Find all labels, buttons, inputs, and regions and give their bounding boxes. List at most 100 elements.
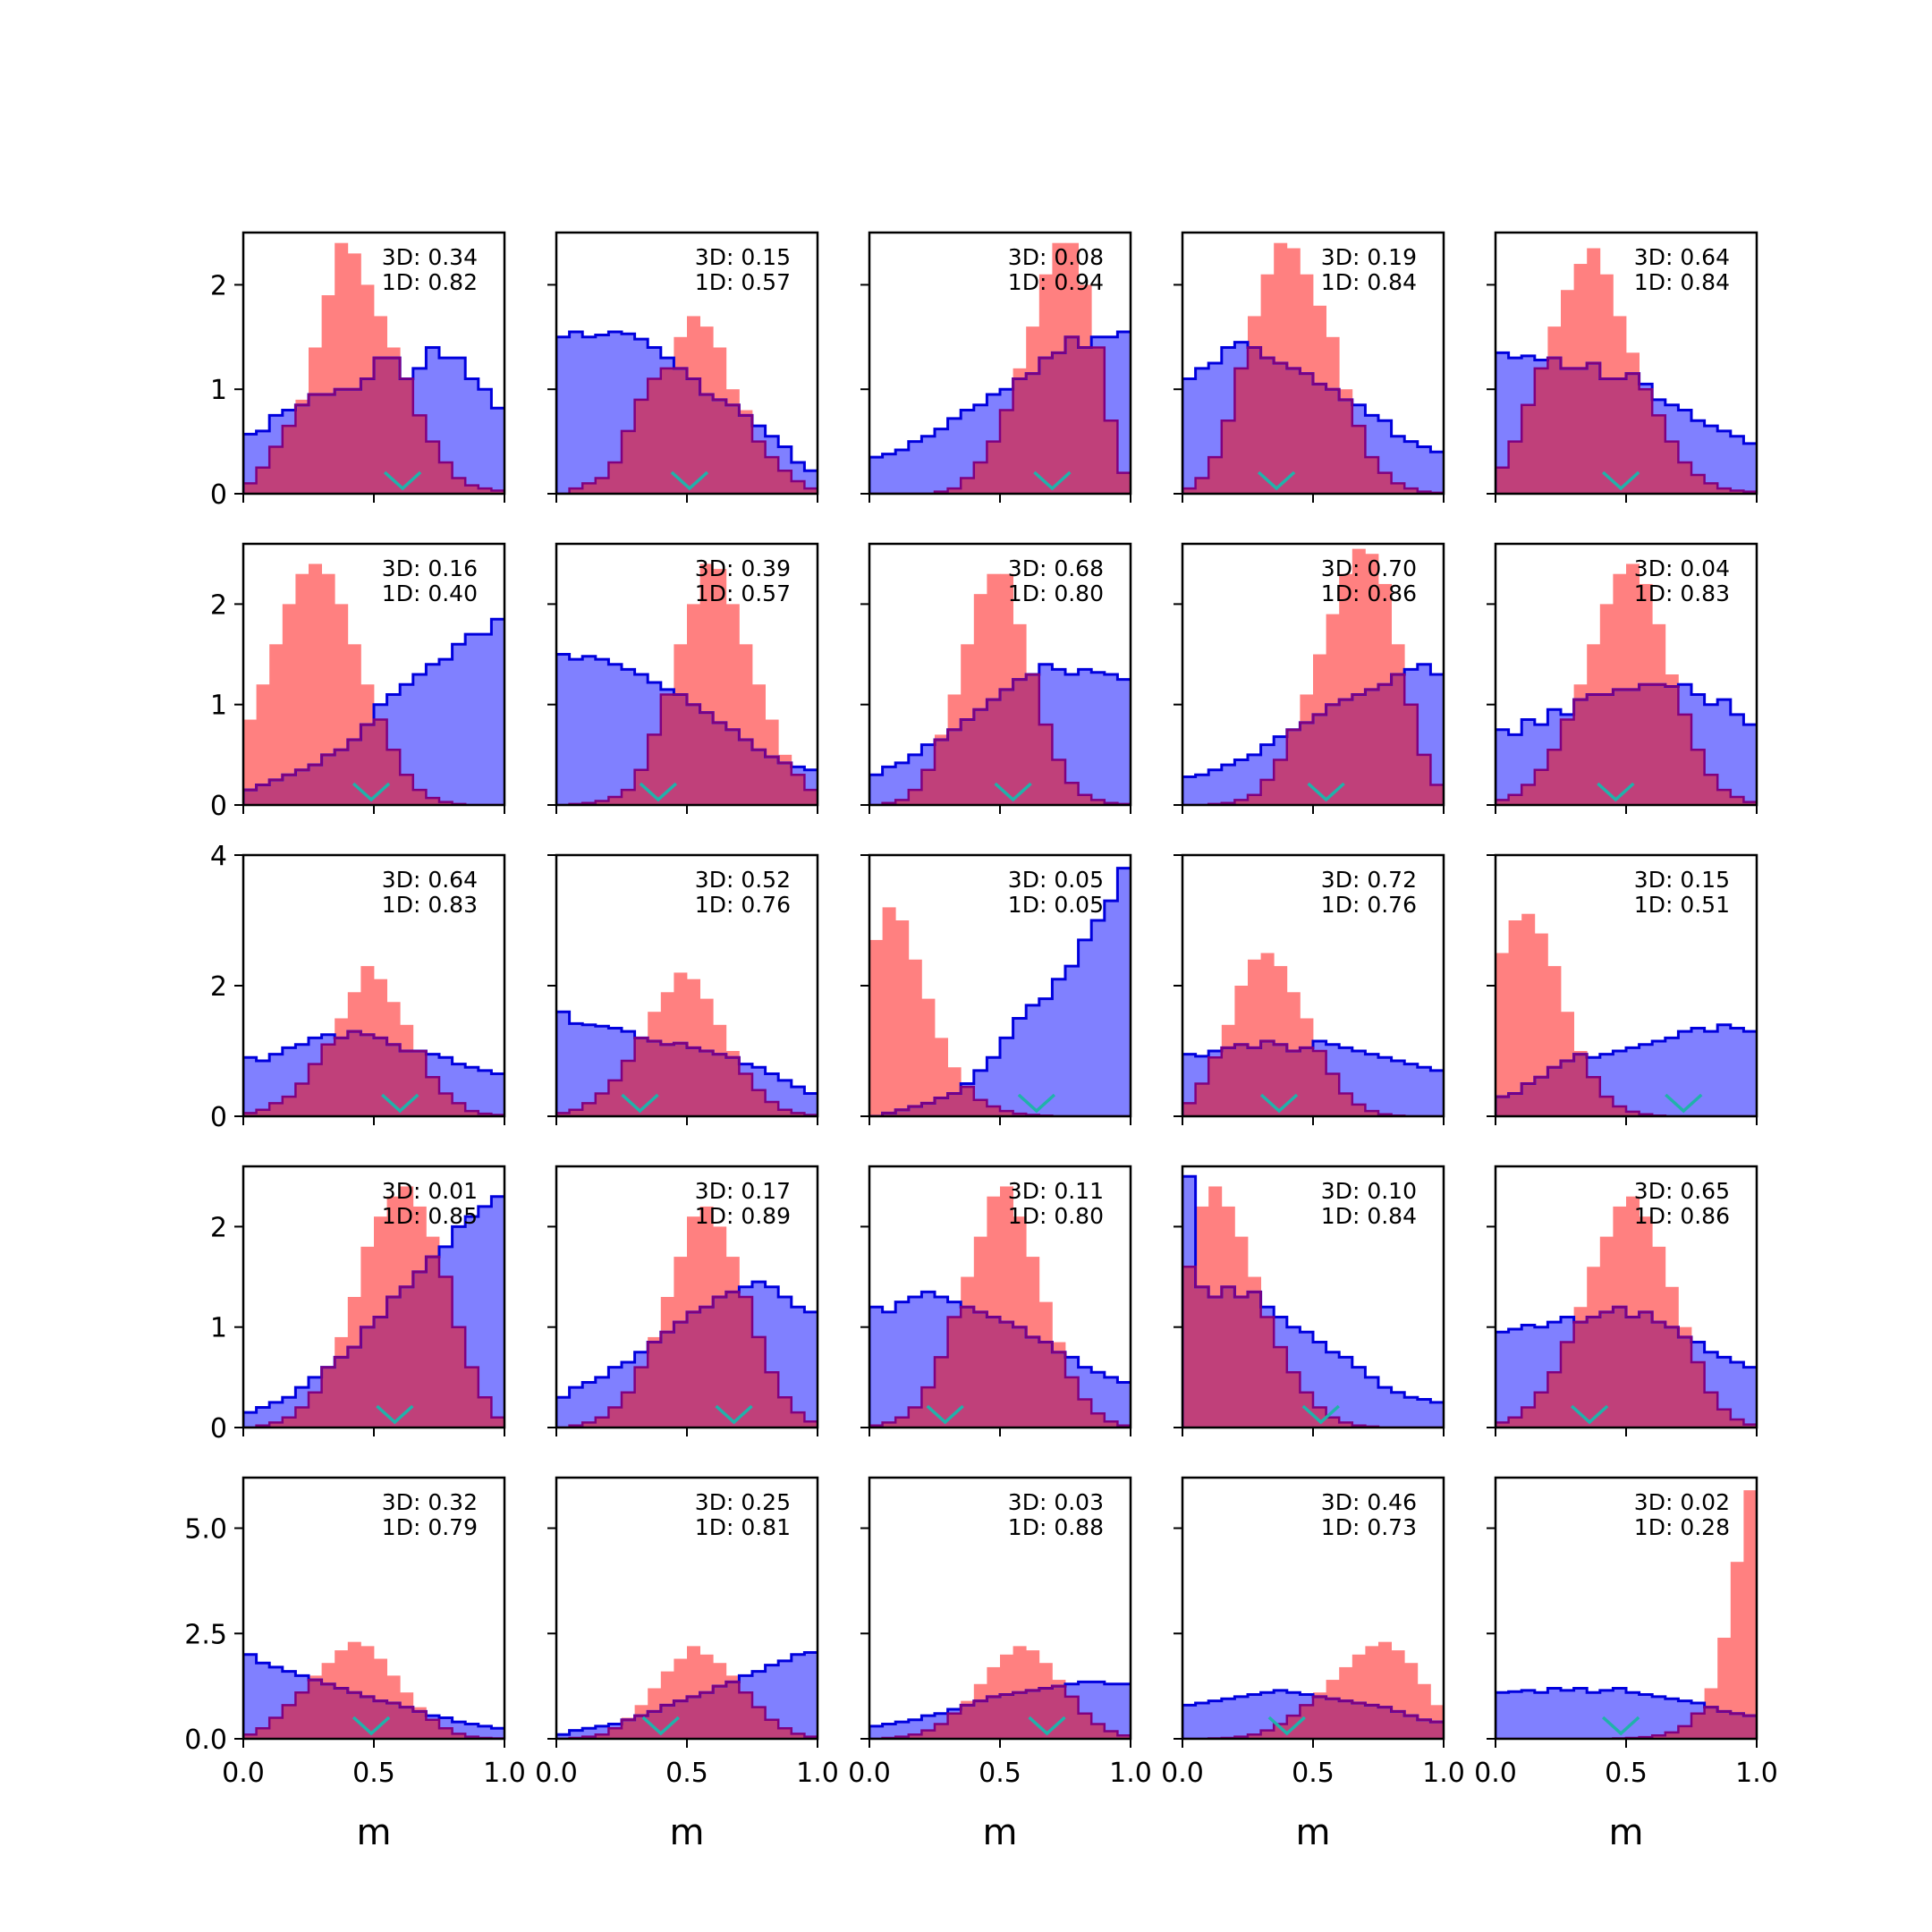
overlap-bar	[1026, 1336, 1040, 1428]
annotation-1d: 1D: 0.85	[382, 1203, 478, 1229]
blue-bar	[935, 428, 948, 492]
overlap-bar	[961, 719, 975, 805]
red-bar	[386, 1196, 401, 1297]
overlap-bar	[256, 467, 270, 494]
overlap-bar	[1038, 358, 1053, 494]
overlap-bar	[1352, 694, 1366, 805]
overlap-bar	[1378, 684, 1392, 805]
overlap-bar	[765, 457, 779, 494]
blue-bar	[1587, 1057, 1601, 1078]
blue-bar	[282, 1397, 296, 1418]
panel-plot-area	[1496, 1196, 1757, 1428]
mean-marker	[1601, 1716, 1640, 1736]
red-bar	[1665, 674, 1679, 687]
red-bar	[699, 1654, 714, 1693]
overlap-bar	[713, 1686, 727, 1739]
y-tick-label: 1	[210, 691, 227, 722]
overlap-bar	[1599, 1097, 1614, 1116]
overlap-bar	[608, 1728, 623, 1739]
overlap-bar	[935, 1097, 948, 1116]
overlap-bar	[478, 488, 492, 494]
overlap-bar	[1365, 1111, 1379, 1116]
red-bar	[360, 1646, 375, 1697]
blue-bar	[608, 1367, 623, 1408]
overlap-bar	[1508, 441, 1522, 494]
blue-bar	[243, 1654, 257, 1735]
blue-bar	[1274, 736, 1288, 760]
blue-bar	[804, 1652, 818, 1737]
blue-bar	[1352, 1051, 1366, 1105]
blue-bar	[1365, 1377, 1379, 1427]
overlap-bar	[725, 404, 740, 494]
overlap-bar	[452, 1733, 466, 1739]
blue-bar	[478, 1070, 492, 1114]
overlap-bar	[1339, 1422, 1353, 1428]
red-bar	[321, 1663, 335, 1684]
overlap-bar	[947, 1093, 962, 1116]
overlap-step-line	[1182, 346, 1444, 494]
overlap-bar	[1626, 689, 1640, 805]
blue-bar	[1665, 1699, 1679, 1733]
overlap-bar	[739, 415, 753, 494]
y-tick-label: 4	[210, 841, 227, 872]
x-tick-label: 0.0	[535, 1758, 578, 1789]
blue-bar	[569, 1387, 583, 1426]
mean-marker	[1259, 1093, 1299, 1114]
overlap-bar	[256, 1728, 270, 1739]
overlap-step-line	[1496, 1053, 1757, 1116]
red-bar	[386, 347, 401, 359]
blue-bar	[804, 470, 818, 489]
overlap-bar	[1078, 1713, 1092, 1739]
overlap-bar	[452, 478, 466, 494]
red-bar	[1000, 573, 1013, 690]
blue-bar	[452, 1722, 466, 1734]
blue-bar	[1339, 1047, 1353, 1094]
y-tick-label: 0	[210, 1413, 227, 1445]
blue-bar	[1286, 1692, 1301, 1716]
overlap-bar	[1078, 1399, 1092, 1428]
overlap-bar	[687, 378, 700, 494]
mean-marker	[376, 1404, 414, 1425]
overlap-bar	[1534, 1077, 1548, 1116]
overlap-bar	[1430, 1722, 1444, 1739]
red-bar	[1234, 1236, 1249, 1297]
red-bar	[961, 644, 975, 720]
overlap-bar	[987, 699, 1001, 805]
blue-bar	[1613, 1688, 1627, 1739]
red-bar	[634, 1705, 648, 1716]
overlap-bar	[400, 1707, 414, 1739]
blue-bar	[895, 762, 910, 801]
blue-bar	[1561, 1690, 1574, 1739]
blue-bar	[791, 1087, 805, 1114]
overlap-bar	[961, 478, 975, 494]
overlap-bar	[973, 1311, 987, 1428]
panel-plot-area	[1182, 548, 1444, 805]
red-bar	[1313, 305, 1326, 385]
overlap-bar	[1508, 1093, 1522, 1116]
blue-bar	[1091, 920, 1106, 1116]
overlap-bar	[622, 1060, 635, 1116]
x-tick-label: 0.5	[352, 1758, 395, 1789]
overlap-bar	[1365, 1705, 1379, 1739]
blue-bar	[1221, 765, 1235, 803]
overlap-bar	[1339, 1093, 1353, 1116]
blue-bar	[1534, 1326, 1548, 1393]
panel-plot-area	[1496, 1490, 1757, 1739]
blue-bar	[739, 1675, 753, 1693]
overlap-bar	[648, 1041, 662, 1116]
overlap-bar	[961, 1705, 975, 1739]
overlap-bar	[439, 1728, 453, 1739]
red-bar	[1378, 1641, 1392, 1707]
overlap-bar	[1378, 472, 1392, 494]
y-tick-label: 1	[210, 1313, 227, 1344]
panel-plot-area	[556, 972, 818, 1116]
blue-bar	[556, 1012, 570, 1114]
overlap-bar	[1274, 1347, 1288, 1428]
red-bar	[1352, 1654, 1366, 1703]
red-bar	[309, 347, 322, 395]
annotation-1d: 1D: 0.84	[1321, 1203, 1417, 1229]
blue-bar	[1547, 1688, 1562, 1739]
overlap-bar	[309, 1392, 322, 1428]
blue-bar	[752, 1671, 766, 1707]
overlap-bar	[309, 1680, 322, 1739]
